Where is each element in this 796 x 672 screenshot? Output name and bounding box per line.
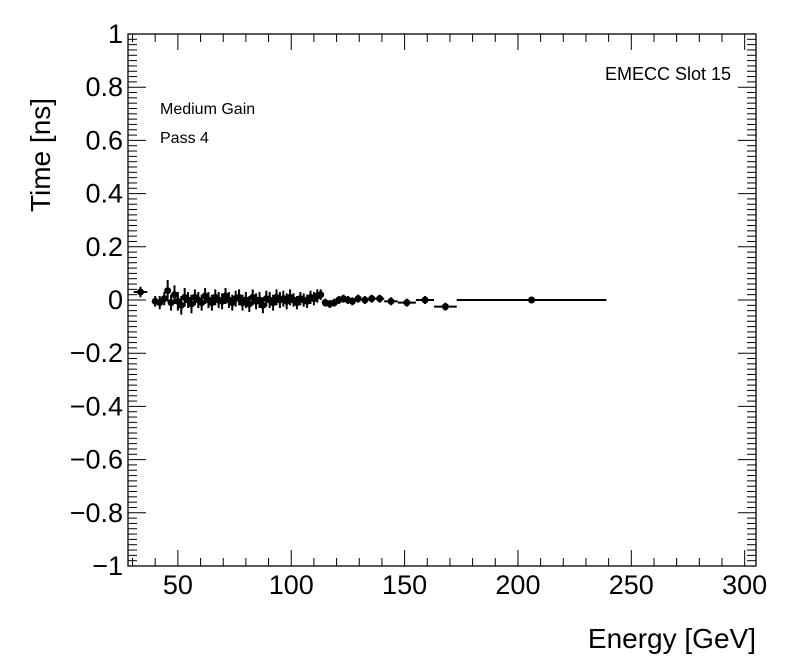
y-tick-labels: −1 −0.8 −0.6 −0.4 −0.2 0 0.2 0.4 0.6 0.8 1	[70, 19, 123, 581]
point-marker	[218, 297, 226, 305]
point-marker	[376, 295, 384, 303]
point-marker	[164, 287, 172, 295]
point-marker	[259, 301, 267, 309]
pass-annotation: Pass 4	[160, 130, 209, 147]
point-marker	[528, 296, 536, 304]
y-tick-label: 1	[108, 19, 123, 49]
data-point	[384, 297, 398, 306]
x-tick-labels: 50 100 150 200 250 300	[163, 570, 767, 600]
x-tick-label: 250	[609, 570, 654, 600]
data-point	[317, 289, 325, 300]
y-axis-label: Time [ns]	[25, 98, 56, 212]
x-tick-label: 100	[269, 570, 314, 600]
point-marker	[170, 291, 178, 299]
point-marker	[361, 296, 369, 304]
data-point	[198, 294, 206, 311]
data-point	[242, 292, 250, 308]
y-tick-label: 0	[108, 285, 123, 315]
data-point	[434, 302, 457, 311]
axis-ticks	[128, 33, 756, 567]
data-point	[167, 294, 175, 311]
x-tick-label: 50	[163, 570, 193, 600]
point-marker	[255, 296, 263, 304]
y-tick-label: −0.4	[70, 391, 123, 421]
data-point	[348, 297, 356, 306]
y-tick-label: −1	[92, 551, 123, 581]
point-marker	[198, 299, 206, 307]
point-marker	[368, 295, 376, 303]
point-marker	[269, 299, 277, 307]
data-point	[181, 288, 189, 307]
point-marker	[177, 301, 185, 309]
y-tick-label: −0.8	[70, 498, 123, 528]
data-point	[164, 280, 172, 302]
data-point	[191, 289, 199, 306]
data-point	[368, 294, 376, 303]
point-marker	[160, 295, 168, 303]
point-marker	[156, 299, 164, 307]
y-tick-label: 0.8	[85, 72, 123, 102]
point-marker	[167, 299, 175, 307]
y-tick-label: 0.4	[85, 179, 123, 209]
point-marker	[235, 293, 243, 301]
data-point	[456, 296, 607, 304]
point-marker	[208, 299, 216, 307]
x-tick-label: 300	[722, 570, 767, 600]
data-point	[156, 296, 164, 310]
point-marker	[387, 297, 395, 305]
slot-annotation: EMECC Slot 15	[605, 64, 731, 84]
data-point	[415, 296, 435, 304]
point-marker	[136, 288, 144, 296]
x-axis-label: Energy [GeV]	[588, 623, 756, 654]
data-point	[245, 296, 253, 312]
y-tick-label: 0.2	[85, 232, 123, 262]
point-marker	[421, 296, 429, 304]
y-tick-label: 0.6	[85, 125, 123, 155]
gain-annotation: Medium Gain	[160, 101, 255, 118]
data-point	[354, 294, 362, 303]
data-point	[375, 294, 385, 303]
x-tick-label: 200	[495, 570, 540, 600]
x-tick-label: 150	[382, 570, 427, 600]
data-point	[160, 292, 168, 306]
point-marker	[245, 300, 253, 308]
data-point	[259, 297, 267, 314]
data-point	[204, 292, 212, 308]
point-marker	[348, 297, 356, 305]
point-marker	[403, 299, 411, 307]
point-marker	[317, 291, 325, 299]
point-marker	[441, 303, 449, 311]
point-marker	[354, 295, 362, 303]
data-points	[133, 280, 607, 315]
point-marker	[187, 300, 195, 308]
data-point	[177, 296, 185, 315]
y-tick-label: −0.6	[70, 445, 123, 475]
data-point	[361, 296, 369, 304]
y-tick-label: −0.2	[70, 338, 123, 368]
data-point	[397, 298, 416, 307]
data-point	[133, 286, 148, 298]
